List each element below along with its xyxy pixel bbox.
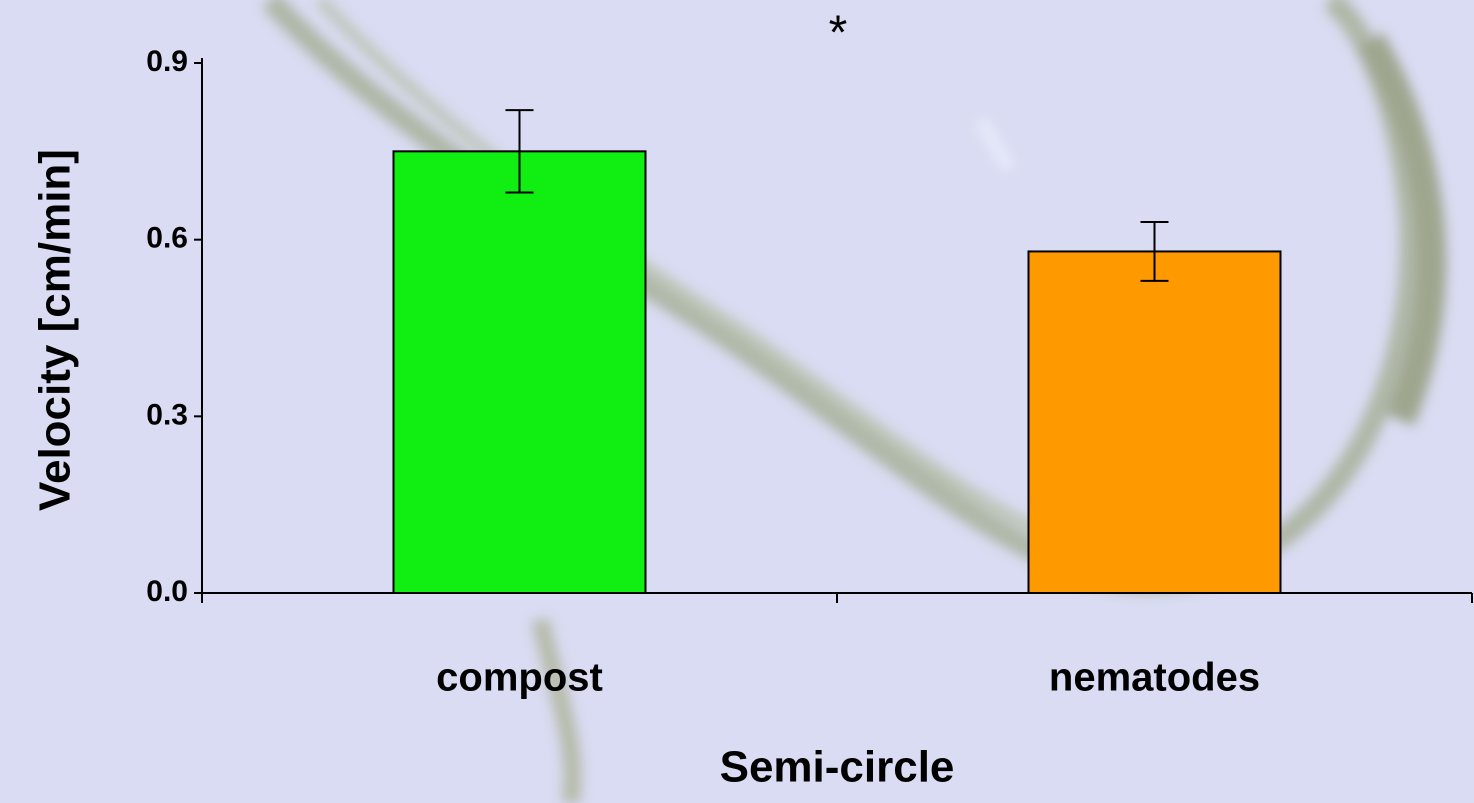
chart: Velocity [cm/min] Semi-circle * 0.0 0.3 0.… xyxy=(0,0,1474,803)
significance-marker: * xyxy=(829,7,848,60)
y-axis-title: Velocity [cm/min] xyxy=(31,149,80,511)
bar xyxy=(1029,251,1281,593)
y-tick-label: 0.6 xyxy=(146,222,188,255)
y-tick-label: 0.9 xyxy=(146,45,188,78)
x-axis-title: Semi-circle xyxy=(720,743,955,792)
bar xyxy=(394,151,646,593)
x-tick-label: nematodes xyxy=(1049,656,1260,700)
y-tick-label: 0.0 xyxy=(146,575,188,608)
x-tick-label: compost xyxy=(436,656,603,700)
y-tick-label: 0.3 xyxy=(146,398,188,431)
